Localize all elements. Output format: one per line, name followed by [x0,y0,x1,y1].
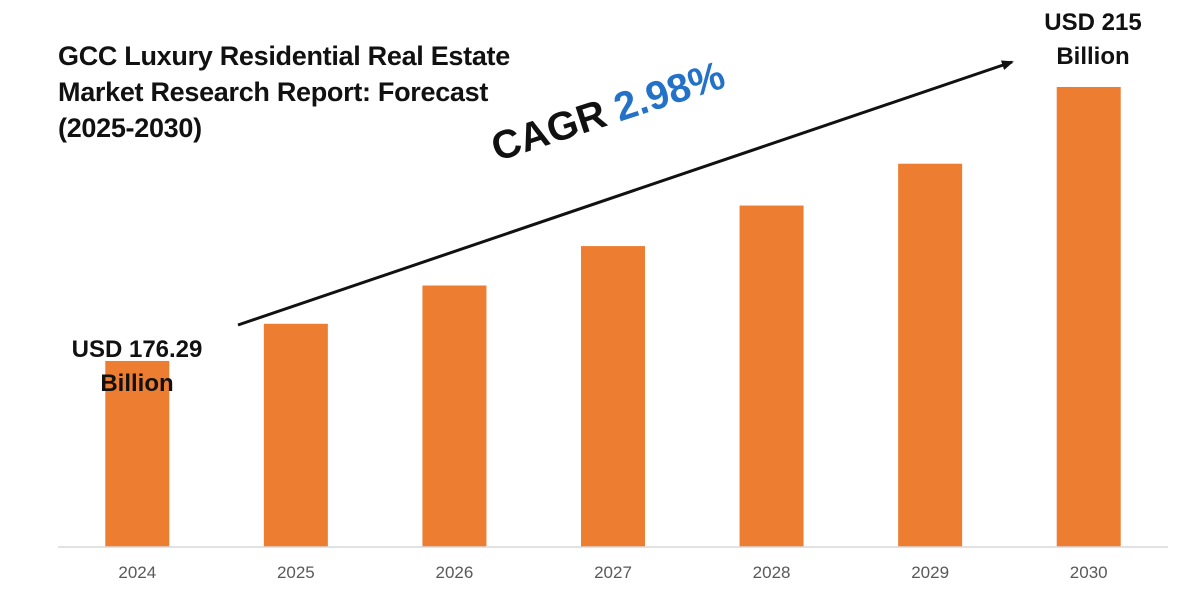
x-tick-label-2024: 2024 [118,563,156,582]
x-tick-labels: 2024 2025 2026 2027 2028 2029 2030 [118,563,1107,582]
bar-2024 [105,360,170,547]
x-tick-label-2028: 2028 [753,563,791,582]
chart-title: GCC Luxury Residential Real Estate Marke… [58,41,510,143]
start-value-callout: USD 176.29 Billion [71,336,203,397]
bar-2026 [422,285,487,547]
bar-2025 [263,323,328,547]
x-tick-label-2026: 2026 [436,563,474,582]
x-tick-label-2029: 2029 [911,563,949,582]
bar-2028 [739,205,804,548]
x-tick-label-2027: 2027 [594,563,632,582]
cagr-trend-arrow [237,60,1014,327]
bar-2027 [581,246,645,547]
bar-2030 [1056,87,1121,547]
bar-2029 [898,163,963,547]
x-tick-label-2030: 2030 [1070,563,1108,582]
end-value-callout: USD 215 Billion [1044,9,1142,70]
x-tick-label-2025: 2025 [277,563,315,582]
bars-group [105,87,1121,548]
